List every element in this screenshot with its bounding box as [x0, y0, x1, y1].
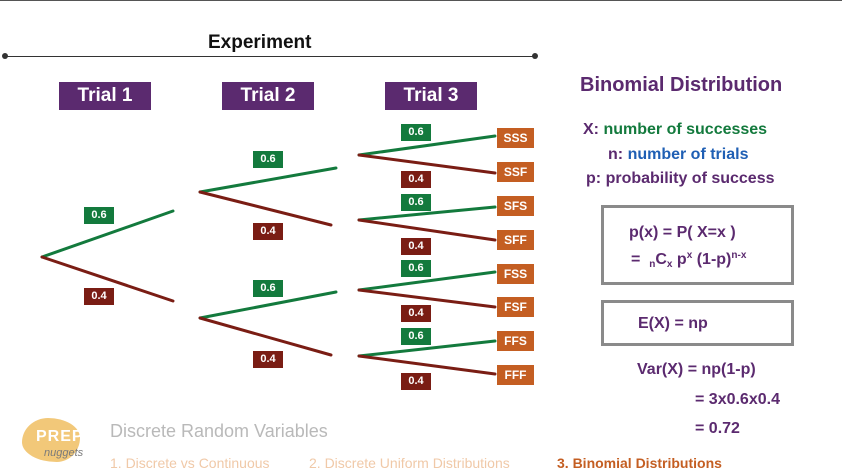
- outcome-fsf: FSF: [497, 297, 534, 317]
- branch-l3d-success: [357, 339, 497, 358]
- pmf-sub-n: n: [649, 259, 656, 270]
- prob-label-l1-failure: 0.4: [84, 288, 114, 305]
- footer-nav-binomial[interactable]: 3. Binomial Distributions: [557, 455, 722, 471]
- prob-label-l2b-failure: 0.4: [253, 351, 283, 368]
- outcome-sff: SFF: [497, 230, 534, 250]
- binomial-title: Binomial Distribution: [580, 74, 783, 96]
- branch-l1-success: [40, 209, 175, 259]
- definition-n-text: number of trials: [627, 146, 749, 163]
- outcome-sss: SSS: [497, 128, 534, 148]
- prob-label-l2a-failure: 0.4: [253, 223, 283, 240]
- definition-x: X: number of successes: [583, 121, 767, 139]
- prob-label-l3b-failure: 0.4: [401, 238, 431, 255]
- trial-3-header: Trial 3: [385, 82, 477, 110]
- branch-l3b-failure: [357, 218, 497, 242]
- branch-l2a-failure: [198, 190, 333, 227]
- branch-l2b-success: [198, 290, 338, 320]
- pmf-p: p: [676, 251, 687, 268]
- pmf-tail: (1-p): [696, 251, 732, 268]
- outcome-sfs: SFS: [497, 196, 534, 216]
- prob-label-l3c-failure: 0.4: [401, 305, 431, 322]
- footer-nav-discrete-uniform[interactable]: 2. Discrete Uniform Distributions: [309, 455, 510, 471]
- pmf-sub-x: x: [666, 259, 673, 270]
- expectation-formula: E(X) = np: [638, 315, 708, 332]
- variance-line-2: = 3x0.6x0.4: [695, 391, 780, 408]
- outcome-ssf: SSF: [497, 162, 534, 182]
- prep-nuggets-logo: [22, 418, 80, 462]
- branch-l3b-success: [357, 205, 497, 222]
- definition-x-key: X:: [583, 121, 599, 138]
- branch-l3d-failure: [357, 354, 497, 376]
- experiment-span-arrow: [2, 53, 538, 59]
- branch-l3a-failure: [357, 153, 497, 175]
- branch-l3a-success: [357, 134, 497, 157]
- prob-label-l2b-success: 0.6: [253, 280, 283, 297]
- prob-label-l3a-failure: 0.4: [401, 171, 431, 188]
- footer-nav-discrete-vs-continuous[interactable]: 1. Discrete vs Continuous: [110, 455, 270, 471]
- logo-subtext: nuggets: [44, 447, 84, 459]
- pmf-sup-n-minus-x: n-x: [731, 250, 747, 261]
- variance-line-3: = 0.72: [695, 420, 740, 437]
- pmf-equals: =: [631, 251, 641, 268]
- trial-2-header: Trial 2: [222, 82, 314, 110]
- top-border-line: [0, 0, 842, 1]
- branch-l3c-success: [357, 270, 497, 292]
- branch-l3c-failure: [357, 288, 497, 309]
- definition-p: p: probability of success: [586, 170, 775, 188]
- branch-l2b-failure: [198, 316, 333, 357]
- logo-text: PREP: [36, 428, 84, 445]
- trial-1-header: Trial 1: [59, 82, 151, 110]
- prob-label-l3c-success: 0.6: [401, 260, 431, 277]
- pmf-line-2: = nCx px (1-p)n-x: [631, 250, 746, 270]
- variance-line-1: Var(X) = np(1-p): [637, 361, 756, 378]
- prob-label-l2a-success: 0.6: [253, 151, 283, 168]
- experiment-title: Experiment: [208, 32, 312, 53]
- prob-label-l1-success: 0.6: [84, 207, 114, 224]
- prob-label-l3b-success: 0.6: [401, 194, 431, 211]
- prob-label-l3d-failure: 0.4: [401, 373, 431, 390]
- outcome-fff: FFF: [497, 365, 534, 385]
- prob-label-l3d-success: 0.6: [401, 328, 431, 345]
- footer-section-title: Discrete Random Variables: [110, 421, 328, 441]
- branch-l2a-success: [198, 166, 338, 194]
- definition-n: n: number of trials: [608, 146, 748, 164]
- pmf-box: p(x) = P( X=x ) = nCx px (1-p)n-x: [601, 205, 794, 285]
- outcome-fss: FSS: [497, 264, 534, 284]
- prob-label-l3a-success: 0.6: [401, 124, 431, 141]
- branch-l1-failure: [40, 255, 175, 303]
- definition-p-key: p:: [586, 170, 602, 187]
- pmf-c: C: [655, 251, 667, 268]
- pmf-line-1: p(x) = P( X=x ): [629, 224, 736, 241]
- expectation-box: E(X) = np: [601, 300, 794, 346]
- definition-p-text: probability of success: [605, 170, 775, 187]
- definition-n-key: n:: [608, 146, 624, 163]
- definition-x-text: number of successes: [603, 121, 768, 138]
- pmf-sup-x: x: [686, 250, 693, 261]
- outcome-ffs: FFS: [497, 331, 534, 351]
